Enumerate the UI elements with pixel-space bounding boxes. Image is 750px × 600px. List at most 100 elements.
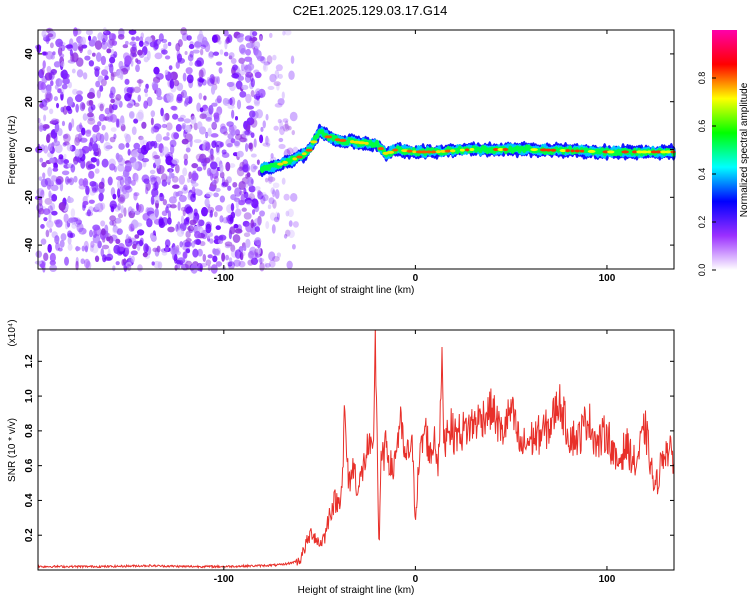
spectrogram-noise-cell <box>41 30 47 38</box>
spectrogram-noise-cell <box>184 204 192 214</box>
spectrogram-noise-cell <box>287 229 295 239</box>
spectrogram-noise-cell <box>229 163 236 168</box>
spectrogram-noise-cell <box>98 113 106 122</box>
spectrogram-noise-cell <box>64 176 70 185</box>
spectrogram-noise-cell <box>215 146 221 155</box>
spectrogram-noise-cell <box>215 61 223 66</box>
spectrogram-noise-cell <box>150 195 155 205</box>
spectrogram-peak-cell <box>324 135 333 139</box>
spectrogram-noise-cell <box>173 191 178 199</box>
spectrogram-noise-cell <box>41 51 47 56</box>
spectrogram-noise-cell <box>185 67 193 75</box>
spectrogram-noise-cell <box>288 220 293 227</box>
spectrogram-noise-cell <box>214 75 219 83</box>
spectrogram-noise-cell <box>48 71 55 81</box>
spectrogram-noise-cell <box>46 65 52 73</box>
spectrogram-noise-cell <box>185 237 192 243</box>
spectrogram-noise-cell <box>233 259 241 267</box>
spectrogram-noise-cell <box>62 133 69 139</box>
spectrogram-noise-cell <box>106 48 112 54</box>
spectrogram-noise-cell <box>71 118 75 128</box>
spectrogram-noise-cell <box>167 217 172 225</box>
spectrogram-noise-cell <box>63 133 71 143</box>
spectrogram-noise-cell <box>196 57 205 67</box>
spectrogram-noise-cell <box>40 178 49 188</box>
spectrogram-noise-cell <box>80 258 85 265</box>
spectrogram-noise-cell <box>154 207 159 218</box>
spectrogram-peak-cell <box>665 150 672 154</box>
spectrogram-noise-cell <box>76 69 84 78</box>
spectrogram-noise-cell <box>212 76 218 85</box>
spectrogram-y-tick-label: -40 <box>24 237 35 252</box>
spectrogram-noise-cell <box>228 257 233 262</box>
spectrogram-noise-cell <box>51 210 58 216</box>
spectrogram-noise-cell <box>207 254 213 259</box>
spectrogram-noise-cell <box>60 44 66 52</box>
spectrogram-noise-cell <box>83 258 91 269</box>
spectrogram-noise-cell <box>238 180 246 190</box>
spectrogram-peak-cell <box>497 148 504 151</box>
spectrogram-noise-cell <box>123 133 129 139</box>
spectrogram-noise-cell <box>38 176 43 181</box>
spectrogram-noise-cell <box>253 138 257 148</box>
spectrogram-noise-cell <box>150 110 156 118</box>
spectrogram-noise-cell <box>151 235 157 242</box>
spectrogram-noise-cell <box>112 265 116 272</box>
spectrogram-noise-cell <box>80 127 86 136</box>
figure-title: C2E1.2025.129.03.17.G14 <box>293 3 448 18</box>
spectrogram-noise-cell <box>241 207 247 212</box>
spectrogram-noise-cell <box>53 61 61 68</box>
spectrogram-peak-cell <box>282 160 288 164</box>
spectrogram-ridge-cell <box>315 133 320 139</box>
spectrogram-noise-cell <box>135 64 140 73</box>
spectrogram-noise-cell <box>207 156 211 163</box>
spectrogram-noise-cell <box>244 197 252 204</box>
spectrogram-noise-cell <box>42 208 51 215</box>
spectrogram-noise-cell <box>162 199 168 206</box>
spectrogram-noise-cell <box>256 159 260 165</box>
spectrogram-noise-cell <box>176 228 185 237</box>
spectrogram-noise-cell <box>107 38 114 49</box>
spectrogram-noise-cell <box>117 203 121 211</box>
spectrogram-noise-cell <box>62 142 67 147</box>
spectrogram-noise-cell <box>263 262 268 270</box>
spectrogram-noise-cell <box>110 54 117 59</box>
spectrogram-noise-cell <box>53 162 58 170</box>
spectrogram-noise-cell <box>243 121 248 130</box>
spectrogram-noise-cell <box>254 71 262 79</box>
spectrogram-noise-cell <box>183 130 187 138</box>
spectrogram-noise-cell <box>58 154 64 160</box>
spectrogram-peak-cell <box>570 149 575 153</box>
spectrogram-noise-cell <box>251 198 259 209</box>
spectrogram-peak-cell <box>565 149 570 153</box>
spectrogram-noise-cell <box>215 247 221 257</box>
spectrogram-noise-cell <box>188 44 195 50</box>
spectrogram-noise-cell <box>100 220 106 227</box>
spectrogram-noise-cell <box>193 122 198 131</box>
spectrogram-noise-cell <box>212 248 220 256</box>
spectrogram-noise-cell <box>271 224 276 234</box>
spectrogram-noise-cell <box>219 49 224 55</box>
snr-x-tick-label: 0 <box>413 574 419 585</box>
spectrogram-noise-cell <box>75 245 79 252</box>
spectrogram-noise-cell <box>137 94 142 102</box>
spectrogram-noise-cell <box>214 235 219 240</box>
spectrogram-noise-cell <box>229 226 236 235</box>
spectrogram-noise-cell <box>55 242 61 252</box>
spectrogram-noise-cell <box>47 33 54 38</box>
spectrogram-noise-cell <box>250 163 257 173</box>
spectrogram-noise-cell <box>168 65 173 71</box>
spectrogram-noise-cell <box>250 118 258 128</box>
spectrogram-noise-cell <box>161 123 168 129</box>
spectrogram-noise-cell <box>235 199 239 210</box>
spectrogram-noise-cell <box>48 213 52 223</box>
spectrogram-noise-cell <box>133 118 139 124</box>
spectrogram-peak-cell <box>640 150 649 154</box>
spectrogram-noise-cell <box>183 184 188 191</box>
spectrogram-noise-cell <box>46 134 50 143</box>
spectrogram-peak-cell <box>545 148 552 152</box>
spectrogram-noise-cell <box>101 37 106 45</box>
spectrogram-noise-cell <box>237 75 245 81</box>
spectrogram-noise-cell <box>88 106 94 114</box>
spectrogram-noise-cell <box>185 248 191 254</box>
